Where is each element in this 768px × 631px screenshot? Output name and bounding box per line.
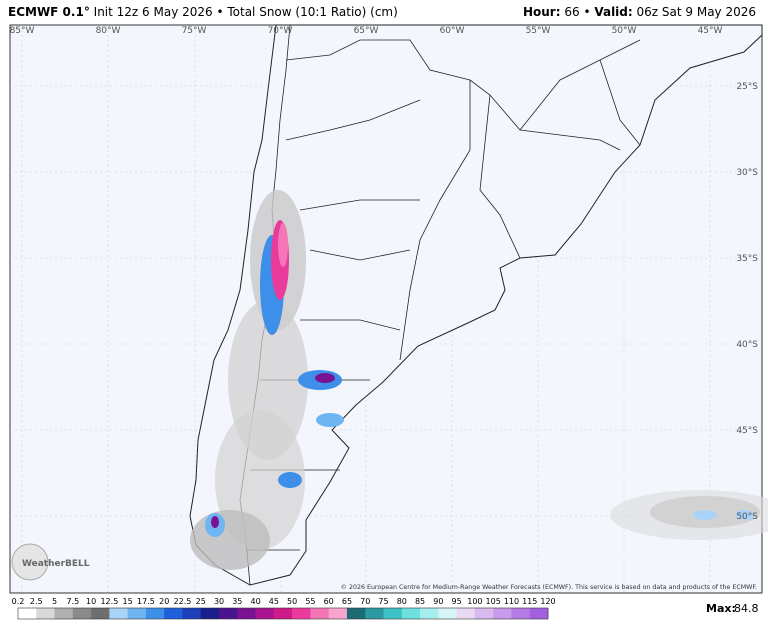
colorbar-frame	[17, 607, 549, 620]
header-right: Hour: 66 • Valid: 06z Sat 9 May 2026	[523, 5, 756, 19]
colorbar-label: 85	[415, 597, 425, 606]
lon-label: 65°W	[354, 26, 379, 36]
colorbar-label: 10	[86, 597, 96, 606]
lon-labels: 85°W 80°W 75°W 70°W 65°W 60°W 55°W 50°W 45°W	[10, 26, 723, 36]
colorbar-label: 35	[232, 597, 242, 606]
colorbar-swatch	[401, 608, 421, 619]
lon-label: 60°W	[440, 26, 465, 36]
colorbar-swatch	[237, 608, 256, 619]
colorbar-label: 75	[378, 597, 388, 606]
colorbar-label: 95	[452, 597, 462, 606]
logo: WeatherBELL	[22, 559, 90, 569]
colorbar-swatch	[456, 608, 476, 619]
colorbar-label: 45	[269, 597, 279, 606]
colorbar-label: 12.5	[100, 597, 118, 606]
colorbar-swatch	[292, 608, 311, 619]
colorbar-label: 25	[196, 597, 206, 606]
lat-labels: 25°S 30°S 35°S 40°S 45°S 50°S	[736, 82, 758, 522]
colorbar-label: 115	[522, 597, 537, 606]
colorbar-swatch	[72, 608, 92, 619]
colorbar-label: 110	[504, 597, 519, 606]
colorbar: 0.2 2.5 5 7.5 10 12.5 15 17.5 20 22.5 25 30 35 40 45 50…	[12, 597, 556, 620]
colorbar-label: 30	[214, 597, 224, 606]
lon-label: 85°W	[10, 26, 35, 36]
separator: •	[583, 5, 591, 19]
colorbar-swatch	[36, 608, 55, 619]
colorbar-swatch	[219, 608, 238, 619]
colorbar-swatch	[18, 608, 37, 619]
colorbar-label: 22.5	[174, 597, 192, 606]
max-label: Max:	[706, 602, 736, 615]
model: ECMWF 0.1°	[8, 5, 90, 19]
max-value: 84.8	[734, 602, 759, 615]
colorbar-swatch	[474, 608, 494, 619]
colorbar-label: 65	[342, 597, 352, 606]
lon-label: 80°W	[96, 26, 121, 36]
lat-label: 45°S	[736, 426, 758, 436]
colorbar-swatch	[529, 608, 549, 619]
valid-label: Valid:	[594, 5, 633, 19]
lon-label: 45°W	[698, 26, 723, 36]
colorbar-swatch	[511, 608, 531, 619]
lon-label: 55°W	[526, 26, 551, 36]
lat-label: 50°S	[736, 512, 758, 522]
header-left: ECMWF 0.1° Init 12z 6 May 2026 • Total S…	[8, 5, 398, 19]
land	[189, 24, 763, 586]
colorbar-label: 17.5	[137, 597, 155, 606]
colorbar-swatch	[182, 608, 202, 619]
colorbar-swatch	[255, 608, 275, 619]
colorbar-label: 80	[397, 597, 407, 606]
colorbar-label: 2.5	[30, 597, 43, 606]
colorbar-swatch	[383, 608, 403, 619]
colorbar-swatch	[127, 608, 147, 619]
hour: 66	[564, 5, 580, 19]
borders	[239, 24, 641, 586]
colorbar-swatch	[365, 608, 384, 619]
colorbar-swatch	[109, 608, 128, 619]
colorbar-label: 15	[123, 597, 133, 606]
colorbar-label: 0.2	[12, 597, 25, 606]
colorbar-label: 120	[540, 597, 555, 606]
hour-label: Hour:	[522, 5, 561, 19]
lat-label: 35°S	[736, 254, 758, 264]
lat-label: 25°S	[736, 82, 758, 92]
colorbar-swatch	[200, 608, 220, 619]
colorbar-label: 7.5	[66, 597, 79, 606]
colorbar-swatch	[420, 608, 439, 619]
valid: 06z Sat 9 May 2026	[636, 5, 756, 19]
colorbar-swatch	[346, 608, 366, 619]
colorbar-swatch	[91, 608, 110, 619]
colorbar-swatch	[164, 608, 183, 619]
credit: © 2026 European Centre for Medium-Range …	[341, 583, 757, 591]
colorbar-swatch	[493, 608, 512, 619]
colorbar-label: 40	[250, 597, 260, 606]
colorbar-label: 90	[433, 597, 443, 606]
lat-label: 40°S	[736, 340, 758, 350]
colorbar-label: 70	[360, 597, 370, 606]
colorbar-swatch	[54, 608, 74, 619]
colorbar-label: 20	[159, 597, 169, 606]
colorbar-label: 55	[305, 597, 315, 606]
colorbar-label: 50	[287, 597, 297, 606]
colorbar-label: 105	[486, 597, 501, 606]
header: ECMWF 0.1° Init 12z 6 May 2026 • Total S…	[0, 0, 768, 24]
colorbar-swatch	[438, 608, 457, 619]
lon-label: 50°W	[612, 26, 637, 36]
colorbar-swatch	[310, 608, 329, 619]
colorbar-label: 100	[467, 597, 482, 606]
colorbar-swatch	[145, 608, 165, 619]
colorbar-swatch	[328, 608, 348, 619]
lon-label: 70°W	[268, 26, 293, 36]
subtitle: Init 12z 6 May 2026 • Total Snow (10:1 R…	[93, 5, 398, 19]
lat-label: 30°S	[736, 168, 758, 178]
logo-mark	[11, 543, 49, 581]
colorbar-label: 5	[52, 597, 57, 606]
snow-field	[190, 190, 768, 570]
colorbar-label: 60	[324, 597, 334, 606]
colorbar-swatch	[273, 608, 293, 619]
lon-label: 75°W	[182, 26, 207, 36]
